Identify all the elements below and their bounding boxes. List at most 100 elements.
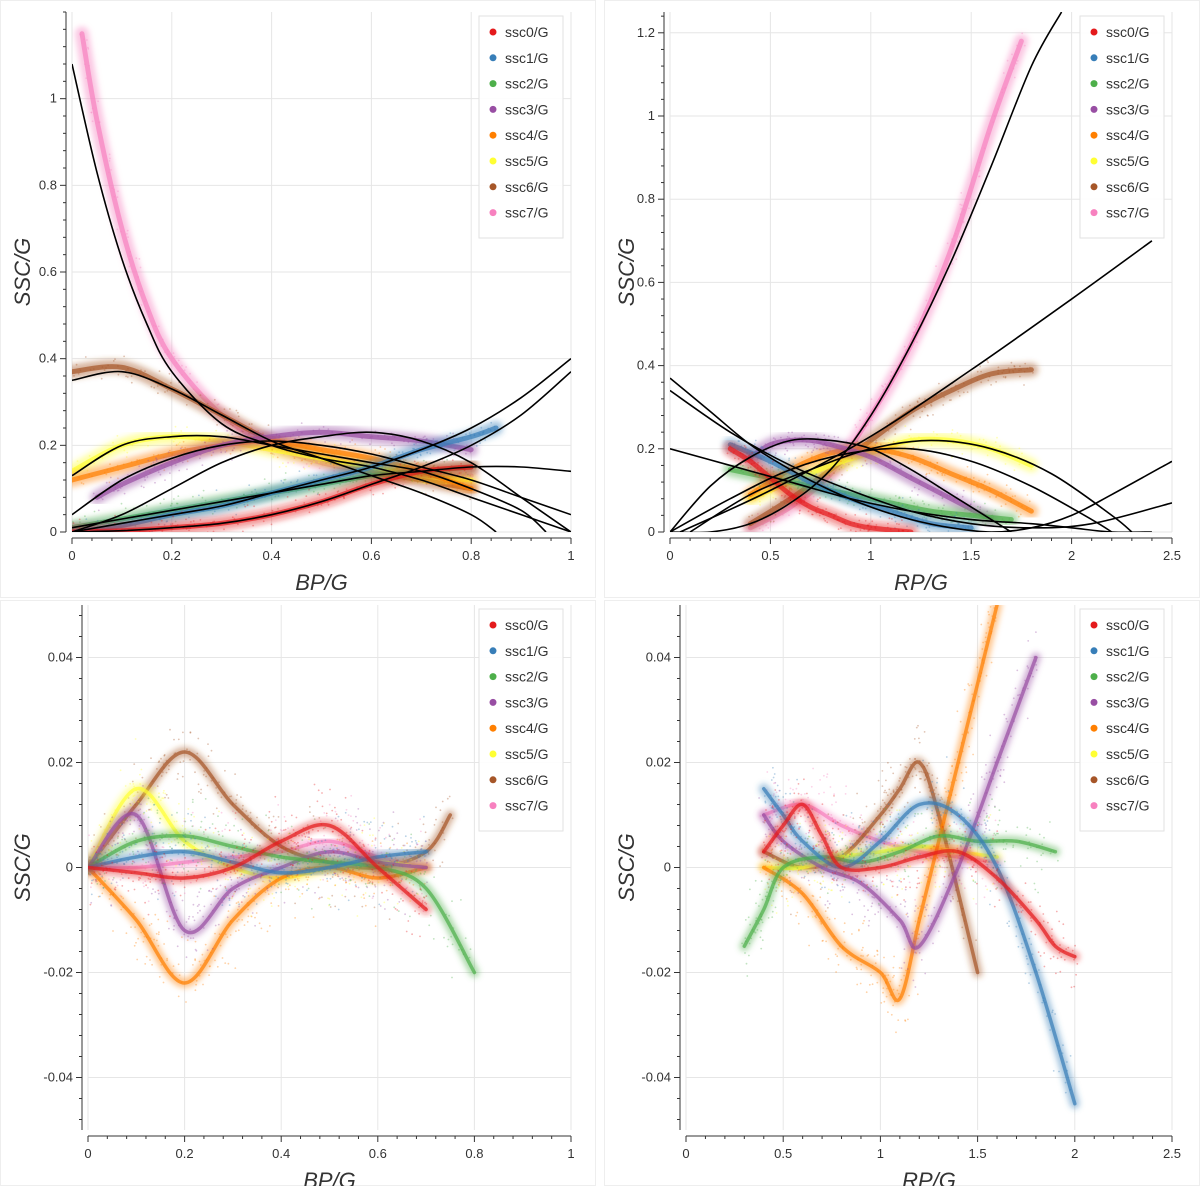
scatter-point — [172, 928, 175, 931]
scatter-point — [142, 812, 145, 815]
scatter-point — [308, 805, 311, 808]
scatter-point — [157, 889, 160, 892]
scatter-point — [285, 879, 287, 881]
scatter-point — [177, 443, 180, 446]
scatter-point — [274, 819, 277, 821]
scatter-point — [270, 860, 273, 862]
scatter-point — [257, 859, 260, 862]
scatter-point — [319, 856, 322, 859]
scatter-point — [278, 832, 280, 835]
scatter-point — [269, 829, 272, 832]
scatter-point — [391, 825, 394, 828]
scatter-point — [928, 472, 931, 475]
scatter-point — [884, 449, 887, 452]
scatter-point — [236, 794, 239, 796]
scatter-point — [114, 514, 116, 517]
scatter-point — [388, 848, 391, 850]
scatter-point — [371, 881, 374, 884]
scatter-point — [334, 884, 336, 887]
scatter-point — [996, 436, 998, 439]
scatter-point — [242, 894, 245, 897]
scatter-point — [284, 848, 287, 850]
scatter-point — [335, 813, 338, 816]
scatter-point — [213, 895, 216, 897]
scatter-point — [247, 895, 250, 897]
scatter-point — [243, 846, 246, 849]
scatter-point — [410, 870, 413, 873]
scatter-point — [316, 493, 319, 496]
scatter-point — [172, 965, 175, 967]
scatter-point — [204, 816, 206, 819]
scatter-point — [344, 879, 347, 882]
scatter-point — [356, 915, 359, 917]
scatter-point — [164, 796, 166, 799]
scatter-point — [334, 817, 337, 820]
scatter-point — [147, 459, 150, 462]
scatter-point — [297, 845, 300, 848]
scatter-point — [174, 844, 177, 847]
scatter-point — [246, 921, 249, 923]
scatter-point — [283, 901, 286, 904]
scatter-point — [145, 827, 148, 830]
scatter-point — [767, 527, 770, 529]
scatter-point — [78, 518, 81, 521]
scatter-point — [916, 494, 919, 496]
scatter-point — [90, 893, 93, 896]
scatter-point — [249, 811, 252, 814]
scatter-point — [182, 867, 185, 870]
scatter-point — [224, 886, 227, 888]
scatter-point — [761, 446, 764, 449]
y-tick-label: 1 — [648, 108, 655, 123]
scatter-point — [224, 769, 226, 772]
scatter-point — [114, 886, 117, 889]
scatter-point — [229, 531, 230, 532]
legend-label: ssc1/G — [505, 50, 549, 66]
scatter-point — [349, 879, 352, 882]
x-tick-label: 0 — [68, 548, 75, 563]
scatter-point — [361, 831, 364, 834]
scatter-point — [234, 818, 237, 820]
scatter-point — [208, 865, 210, 868]
legend-marker — [1090, 131, 1098, 139]
scatter-point — [139, 773, 141, 776]
scatter-point — [181, 899, 184, 902]
scatter-point — [235, 409, 238, 412]
scatter-point — [248, 884, 251, 887]
scatter-point — [956, 431, 959, 434]
scatter-point — [324, 839, 327, 842]
scatter-point — [396, 909, 399, 911]
scatter-point — [208, 974, 211, 976]
scatter-point — [297, 844, 299, 847]
scatter-point — [234, 872, 237, 875]
scatter-point — [345, 881, 348, 884]
scatter-point — [227, 878, 230, 881]
scatter-point — [244, 838, 246, 840]
scatter-point — [180, 447, 182, 450]
scatter-point — [132, 880, 135, 883]
scatter-point — [191, 798, 194, 801]
series-core — [727, 446, 914, 532]
scatter-point — [114, 843, 117, 846]
scatter-point — [806, 451, 809, 454]
scatter-point — [384, 448, 386, 450]
scatter-point — [415, 842, 418, 844]
scatter-point — [216, 965, 219, 968]
legend: ssc0/Gssc1/Gssc2/Gssc3/Gssc4/Gssc5/Gssc6… — [478, 15, 564, 239]
scatter-point — [321, 792, 323, 794]
scatter-point — [373, 892, 375, 895]
scatter-point — [157, 933, 160, 936]
scatter-point — [185, 956, 188, 959]
scatter-point — [223, 897, 226, 900]
scatter-point — [919, 416, 921, 419]
scatter-point — [271, 448, 274, 451]
scatter-point — [188, 915, 191, 918]
scatter-point — [154, 787, 157, 789]
scatter-point — [117, 831, 120, 834]
fit-curve-3 — [670, 447, 1113, 532]
scatter-point — [315, 849, 318, 852]
scatter-point — [362, 893, 365, 896]
scatter-point — [289, 884, 291, 887]
scatter-point — [193, 919, 196, 922]
scatter-point — [359, 824, 362, 827]
scatter-point — [171, 814, 173, 816]
